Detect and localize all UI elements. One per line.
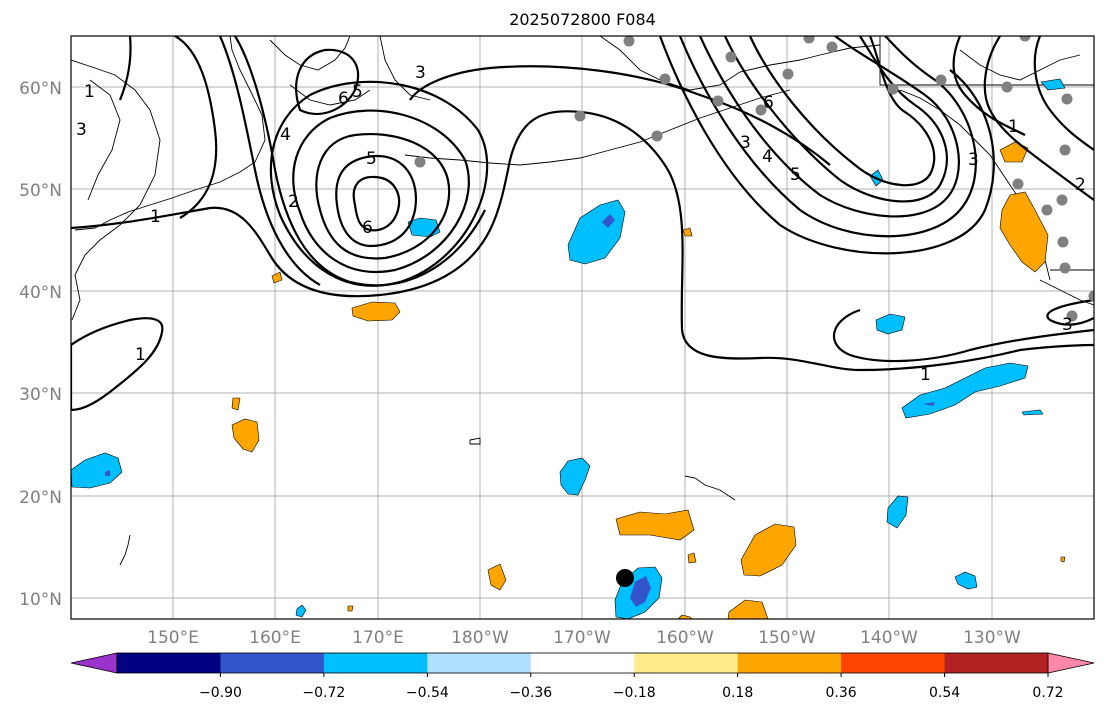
contour-label: 1 [1008,117,1019,137]
contour-label: 5 [352,82,363,102]
lat-label: 20°N [19,488,62,508]
positive-anomaly-regions [231,141,1066,619]
latitude-labels: 60°N 50°N 40°N 30°N 20°N 10°N [19,79,62,610]
contour-label: 3 [415,63,426,83]
colorbar-segment [117,653,221,673]
colorbar-outline [116,652,1049,674]
lon-label: 130°W [963,628,1021,648]
contour-label: 3 [968,150,979,170]
colorbar-segment [634,653,739,673]
colorbar-extend-min [70,652,118,674]
colorbar-tick-label: −0.54 [406,685,449,701]
colorbar-segment [737,653,842,673]
lon-label: 170°W [553,628,611,648]
colorbar-segment [323,653,428,673]
contour-label: 1 [84,82,95,102]
lon-label: 150°W [758,628,816,648]
colorbar-segment [944,653,1049,673]
colorbar-segment [841,653,946,673]
colorbar-tick-label: −0.90 [199,685,242,701]
contour-label: 4 [762,147,773,167]
lat-label: 10°N [19,590,62,610]
colorbar-tick-label: −0.36 [509,685,552,701]
contour-label: 6 [763,93,774,113]
colorbar-segment [427,653,532,673]
lon-label: 170°E [352,628,404,648]
colorbar: −0.90 −0.72 −0.54 −0.36 −0.18 0.18 0.36 0.54 0.7… [70,652,1095,701]
contour-label: 4 [280,125,291,145]
colorbar-tick-label: 0.54 [929,685,960,701]
contour-label: 5 [790,165,801,185]
contour-label: 1 [135,345,146,365]
lat-label: 30°N [19,385,62,405]
colorbar-tick-label: −0.18 [613,685,656,701]
colorbar-tick-label: 0.72 [1032,685,1063,701]
colorbar-tick-label: −0.72 [302,685,345,701]
contour-label: 1 [920,365,931,385]
contour-labels: 6 5 5 4 3 2 6 1 3 6 5 4 3 1 1 3 1 1 2 3 [76,63,1086,385]
lon-label: 140°W [860,628,918,648]
negative-anomaly-regions [71,78,1066,619]
contour-label: 3 [740,133,751,153]
map-frame [70,35,1095,620]
contour-label: 2 [1075,175,1086,195]
longitude-labels: 150°E 160°E 170°E 180°W 170°W 160°W 150°… [147,628,1021,648]
contour-label: 1 [150,207,161,227]
colorbar-segment [530,653,635,673]
lat-label: 50°N [19,181,62,201]
colorbar-extend-max [1047,652,1095,674]
lon-label: 180°W [451,628,509,648]
contour-label: 6 [338,89,349,109]
lat-label: 40°N [19,283,62,303]
contour-label: 5 [366,149,377,169]
station-dots [414,36,1094,322]
lon-label: 160°W [656,628,714,648]
colorbar-tick-label: 0.18 [722,685,753,701]
lon-label: 160°E [249,628,301,648]
contour-label: 2 [288,192,299,212]
location-marker [616,569,634,587]
contour-label: 6 [362,218,373,238]
map-title: 2025072800 F084 [509,10,656,29]
colorbar-segment [220,653,325,673]
colorbar-tick-label: 0.36 [826,685,857,701]
contour-label: 3 [1062,315,1073,335]
lon-label: 150°E [147,628,199,648]
lat-label: 60°N [19,79,62,99]
contour-label: 3 [76,120,87,140]
